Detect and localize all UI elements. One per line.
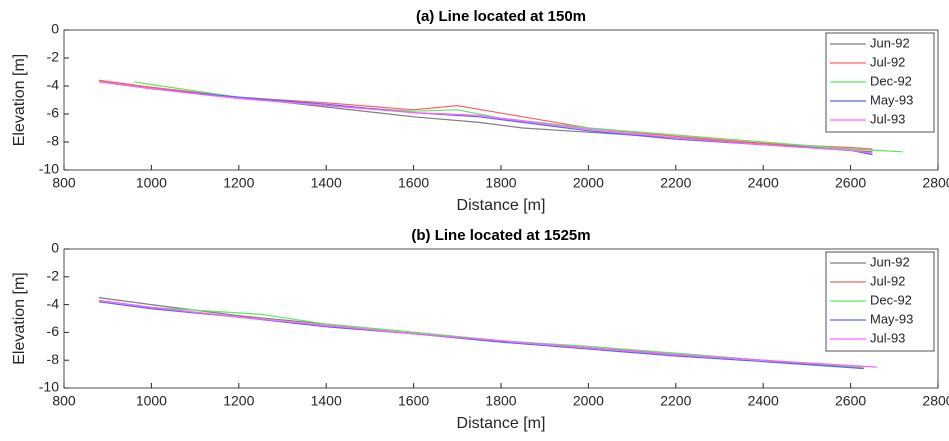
x-tick-label: 1000	[136, 175, 167, 191]
y-tick-label: -8	[47, 133, 60, 149]
y-tick-label: 0	[51, 21, 59, 37]
y-tick-label: -10	[39, 379, 59, 395]
legend-label: Jul-93	[870, 330, 905, 345]
chart-title: (a) Line located at 150m	[416, 8, 586, 25]
legend-label: Jun-92	[870, 35, 910, 50]
y-tick-label: -8	[47, 351, 60, 367]
x-tick-label: 800	[52, 393, 76, 409]
y-tick-label: -4	[47, 295, 60, 311]
x-tick-label: 1400	[311, 175, 342, 191]
y-tick-label: -6	[47, 105, 60, 121]
x-tick-label: 2800	[922, 393, 949, 409]
legend-label: May-93	[870, 311, 913, 326]
line	[98, 299, 864, 368]
x-tick-label: 1400	[311, 393, 342, 409]
x-tick-label: 2000	[573, 175, 604, 191]
y-tick-label: -6	[47, 323, 60, 339]
x-tick-label: 2200	[660, 175, 691, 191]
x-tick-label: 2000	[573, 393, 604, 409]
axes-box	[63, 29, 939, 171]
y-axis-label: Elevation [m]	[11, 272, 28, 364]
legend-label: Jul-92	[870, 54, 905, 69]
x-axis-label: Distance [m]	[457, 415, 546, 432]
x-tick-label: 2400	[748, 393, 779, 409]
y-tick-label: -4	[47, 77, 60, 93]
legend-label: May-93	[870, 92, 913, 107]
line	[98, 81, 873, 154]
x-tick-label: 2600	[835, 175, 866, 191]
x-tick-label: 1600	[398, 175, 429, 191]
axes-box	[63, 248, 939, 389]
x-tick-label: 2800	[922, 175, 949, 191]
y-axis-label: Elevation [m]	[11, 54, 28, 146]
x-tick-label: 800	[52, 175, 76, 191]
y-tick-label: -2	[47, 268, 60, 284]
legend-label: Jun-92	[870, 254, 910, 269]
x-tick-label: 2400	[748, 175, 779, 191]
line	[98, 299, 877, 368]
y-tick-label: -10	[39, 161, 59, 177]
line	[98, 301, 864, 370]
x-tick-label: 1200	[223, 393, 254, 409]
x-axis-label: Distance [m]	[457, 197, 546, 214]
y-tick-label: -2	[47, 49, 60, 65]
x-tick-label: 1600	[398, 393, 429, 409]
legend-label: Jul-93	[870, 111, 905, 126]
x-tick-label: 1000	[136, 393, 167, 409]
x-tick-label: 1800	[485, 393, 516, 409]
x-tick-label: 1800	[485, 175, 516, 191]
x-tick-label: 1200	[223, 175, 254, 191]
x-tick-label: 2200	[660, 393, 691, 409]
legend-label: Dec-92	[870, 292, 912, 307]
chart-title: (b) Line located at 1525m	[411, 227, 590, 244]
legend-label: Dec-92	[870, 73, 912, 88]
y-tick-label: 0	[51, 240, 59, 256]
line	[133, 81, 904, 153]
x-tick-label: 2600	[835, 393, 866, 409]
legend-label: Jul-92	[870, 273, 905, 288]
